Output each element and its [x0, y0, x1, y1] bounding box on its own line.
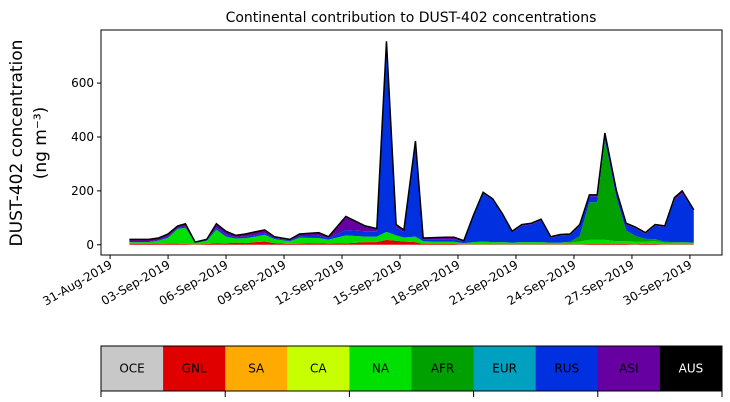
- legend-label: RUS: [554, 362, 579, 376]
- legend-label: ASI: [619, 362, 638, 376]
- legend-label: EUR: [492, 362, 517, 376]
- y-tick-label: 200: [71, 184, 94, 198]
- y-tick-label: 0: [86, 238, 94, 252]
- y-axis-label: DUST-402 concentration: [7, 40, 27, 247]
- plot-area: [129, 41, 695, 245]
- legend-label: NA: [372, 362, 390, 376]
- legend-swatch: [349, 346, 412, 391]
- legend-label: AUS: [679, 362, 704, 376]
- legend-swatch: [225, 346, 288, 391]
- legend-label: SA: [248, 362, 265, 376]
- legend-label: OCE: [119, 362, 144, 376]
- legend-label: GNL: [182, 362, 207, 376]
- area: [129, 227, 694, 245]
- area: [129, 43, 694, 244]
- area: [129, 239, 694, 245]
- legend-swatch: [287, 346, 350, 391]
- y-axis-label: (ng m⁻³): [31, 107, 51, 180]
- legend-swatch: [473, 346, 537, 391]
- legend-swatch: [411, 346, 475, 391]
- y-tick-label: 400: [71, 130, 94, 144]
- legend-swatch: [163, 346, 226, 391]
- total-outline: [129, 41, 695, 243]
- plot-frame: [100, 29, 723, 256]
- legend-swatch: [659, 346, 723, 391]
- legend-frame: [100, 345, 723, 392]
- legend-swatch: [597, 346, 661, 391]
- legend: OCE GNL SA CA NA AFR EUR RUS ASI AUS: [100, 345, 723, 397]
- y-tick-label: 600: [71, 76, 94, 90]
- legend-label: AFR: [431, 362, 454, 376]
- legend-label: CA: [310, 362, 327, 376]
- legend-swatch: [101, 346, 164, 391]
- chart-title: Continental contribution to DUST-402 con…: [226, 10, 597, 26]
- legend-swatch: [535, 346, 599, 391]
